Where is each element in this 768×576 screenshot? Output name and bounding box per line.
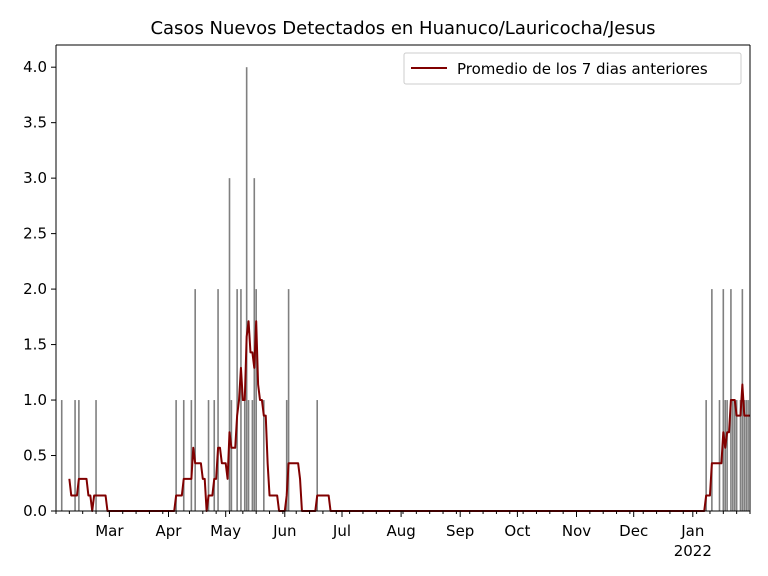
- bar: [711, 289, 713, 511]
- bar: [213, 400, 216, 511]
- bar: [735, 400, 738, 511]
- x-tick-label: Aug: [386, 522, 415, 540]
- bar: [245, 67, 248, 511]
- y-tick-label: 3.0: [23, 169, 47, 187]
- x-tick-label: Jul: [332, 522, 351, 540]
- bar: [78, 400, 80, 511]
- y-tick-label: 4.0: [23, 58, 47, 76]
- bar: [182, 400, 185, 511]
- x-tick-label: Oct: [504, 522, 530, 540]
- x-tick-label: Mar: [95, 522, 124, 540]
- axes: 0.0 0.5 1.0 1.5 2.0 2.5 3.0 3.5 4.0 Mar Apr May Jun J…: [23, 44, 751, 560]
- x-tick-label: Apr: [156, 522, 183, 540]
- y-tick-label: 2.5: [23, 225, 47, 243]
- bar: [724, 400, 727, 511]
- legend: Promedio de los 7 dias anteriores: [403, 52, 742, 85]
- bar: [722, 289, 725, 511]
- y-tick-label: 0.0: [23, 502, 47, 520]
- bar: [190, 400, 193, 511]
- chart-title: Casos Nuevos Detectados en Huanuco/Lauri…: [150, 18, 655, 39]
- bar: [175, 400, 177, 511]
- bar: [705, 400, 707, 511]
- y-tick-label: 3.5: [23, 114, 47, 132]
- y-tick-label: 1.5: [23, 336, 47, 354]
- bar: [255, 289, 257, 511]
- bar: [236, 289, 238, 511]
- bar: [95, 400, 97, 511]
- x-tick-label: May: [210, 522, 241, 540]
- x-tick-label: Nov: [562, 522, 591, 540]
- bar: [247, 400, 250, 511]
- average-line: [68, 320, 750, 512]
- bar: [743, 400, 746, 511]
- y-tick-label: 0.5: [23, 447, 47, 465]
- bar: [285, 400, 288, 511]
- x-tick-label: Jan: [680, 522, 704, 540]
- bar: [739, 400, 742, 511]
- bar: [230, 400, 233, 511]
- bar: [207, 400, 210, 511]
- bar: [726, 400, 728, 511]
- bar: [733, 400, 736, 511]
- x-tick-label: Sep: [446, 522, 474, 540]
- legend-box: [403, 52, 742, 85]
- x-tick-sublabel: 2022: [674, 542, 712, 560]
- line-layer: [68, 320, 750, 512]
- bar: [732, 400, 734, 511]
- bar: [718, 400, 721, 511]
- bar: [74, 400, 76, 511]
- x-tick-label: Jun: [272, 522, 296, 540]
- bar: [60, 400, 63, 511]
- bar: [316, 400, 318, 511]
- bar: [263, 400, 265, 511]
- bar: [747, 400, 749, 511]
- bar: [228, 178, 231, 511]
- y-tick-label: 1.0: [23, 391, 47, 409]
- bars-layer: [60, 67, 749, 511]
- bar: [243, 400, 246, 511]
- x-tick-label: Dec: [619, 522, 648, 540]
- bar: [194, 289, 196, 511]
- y-tick-label: 2.0: [23, 280, 47, 298]
- bar: [240, 289, 242, 511]
- bar: [287, 289, 290, 511]
- legend-label: Promedio de los 7 dias anteriores: [457, 60, 708, 78]
- bar: [251, 400, 254, 511]
- bar: [217, 289, 219, 511]
- bar: [745, 400, 747, 511]
